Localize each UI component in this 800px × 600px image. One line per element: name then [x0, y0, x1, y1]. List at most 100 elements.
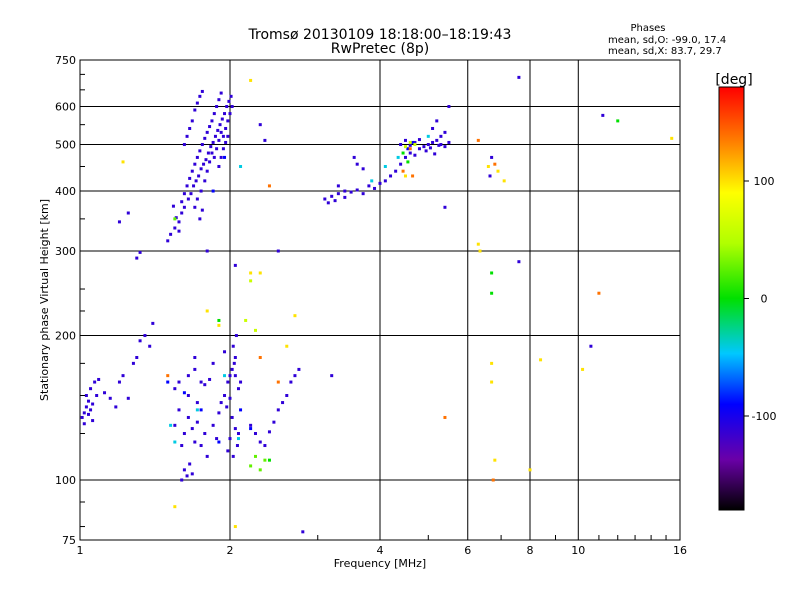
- data-point: [200, 143, 204, 147]
- data-point: [267, 458, 271, 462]
- data-point: [215, 147, 219, 151]
- data-point: [276, 249, 280, 253]
- data-point: [121, 160, 125, 164]
- data-point: [91, 419, 95, 423]
- data-point: [267, 430, 271, 434]
- data-point: [258, 271, 262, 275]
- data-point: [95, 394, 99, 398]
- data-point: [230, 105, 234, 109]
- data-point: [476, 242, 480, 246]
- data-point: [443, 145, 447, 149]
- data-point: [193, 162, 197, 166]
- data-point: [84, 405, 88, 409]
- data-point: [285, 344, 289, 348]
- data-point: [199, 189, 203, 193]
- data-point: [219, 130, 223, 134]
- data-point: [493, 458, 497, 462]
- data-point: [361, 167, 365, 171]
- data-point: [439, 134, 443, 138]
- data-point: [199, 408, 203, 412]
- data-point: [433, 152, 437, 156]
- data-point: [447, 105, 451, 109]
- colorbar-tick-label: -100: [752, 410, 777, 423]
- data-point: [117, 220, 121, 224]
- data-point: [403, 155, 407, 159]
- data-point: [195, 401, 199, 405]
- data-point: [86, 399, 90, 403]
- data-point: [281, 401, 285, 405]
- data-point: [333, 199, 337, 203]
- data-point: [195, 408, 199, 412]
- chart-subtitle: RwPretec (8p): [331, 41, 429, 57]
- data-point: [249, 427, 253, 431]
- data-point: [249, 78, 253, 82]
- data-point: [89, 408, 93, 412]
- data-point: [80, 415, 84, 419]
- data-point: [297, 367, 301, 371]
- data-point: [443, 130, 447, 134]
- data-point: [486, 164, 490, 168]
- data-point: [229, 94, 233, 98]
- data-point: [177, 229, 181, 233]
- data-point: [239, 164, 243, 168]
- data-point: [424, 149, 428, 153]
- data-point: [439, 143, 443, 147]
- data-point: [173, 226, 177, 230]
- data-point: [396, 155, 400, 159]
- data-point: [224, 140, 228, 144]
- data-point: [180, 444, 184, 448]
- x-tick-label: 6: [464, 544, 471, 557]
- data-point: [408, 147, 412, 151]
- data-point: [182, 143, 186, 147]
- data-point: [217, 318, 221, 322]
- data-point: [138, 339, 142, 343]
- data-point: [488, 174, 492, 178]
- data-point: [408, 140, 412, 144]
- data-point: [205, 130, 209, 134]
- data-point: [428, 146, 432, 150]
- data-point: [198, 217, 202, 221]
- data-point: [84, 394, 88, 398]
- data-point: [435, 138, 439, 142]
- data-point: [670, 136, 674, 140]
- data-point: [199, 444, 203, 448]
- data-point: [180, 200, 184, 204]
- data-point: [186, 374, 190, 378]
- data-point: [411, 140, 415, 144]
- data-point: [349, 190, 353, 194]
- chart-title: Tromsø 20130109 18:18:00–18:19:43: [248, 27, 512, 43]
- data-point: [399, 162, 403, 166]
- y-axis-label: Stationary phase Virtual Height [km]: [38, 199, 51, 401]
- data-point: [285, 394, 289, 398]
- data-point: [422, 145, 426, 149]
- data-point: [589, 344, 593, 348]
- data-point: [502, 179, 506, 183]
- data-point: [343, 189, 347, 193]
- data-point: [228, 437, 232, 441]
- data-point: [581, 367, 585, 371]
- data-points: [80, 75, 674, 534]
- data-point: [97, 377, 101, 381]
- data-point: [199, 380, 203, 384]
- data-point: [493, 162, 497, 166]
- data-point: [195, 420, 199, 424]
- data-point: [226, 119, 230, 123]
- data-point: [182, 192, 186, 196]
- data-point: [231, 454, 235, 458]
- y-tick-label: 100: [55, 474, 76, 487]
- data-point: [383, 179, 387, 183]
- data-point: [224, 126, 228, 130]
- data-point: [226, 449, 230, 453]
- stats-heading: Phases: [630, 23, 665, 34]
- data-point: [249, 464, 253, 468]
- data-point: [517, 260, 521, 264]
- data-point: [253, 432, 257, 436]
- data-point: [258, 440, 262, 444]
- data-point: [431, 140, 435, 144]
- data-point: [166, 239, 170, 243]
- data-point: [496, 169, 500, 173]
- data-point: [173, 387, 177, 391]
- x-tick-label: 8: [527, 544, 534, 557]
- data-point: [226, 134, 230, 138]
- data-point: [426, 134, 430, 138]
